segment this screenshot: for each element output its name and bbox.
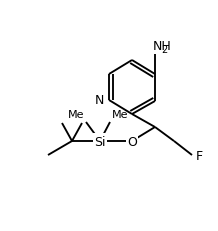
- Text: Si: Si: [94, 135, 106, 148]
- Text: 2: 2: [161, 45, 167, 55]
- Text: Me: Me: [68, 109, 84, 119]
- Text: Me: Me: [112, 109, 128, 119]
- Text: O: O: [127, 135, 137, 148]
- Text: F: F: [196, 149, 203, 162]
- Text: NH: NH: [153, 40, 172, 53]
- Text: N: N: [95, 94, 104, 107]
